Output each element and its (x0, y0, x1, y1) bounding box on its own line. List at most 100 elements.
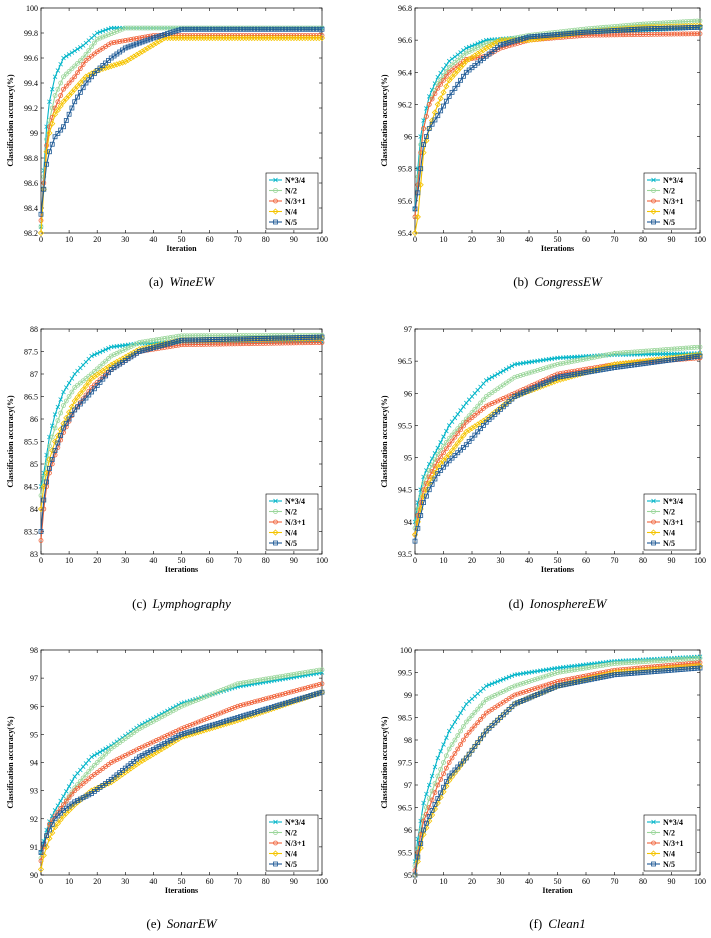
series-point (694, 353, 700, 359)
series-point (41, 497, 47, 503)
legend-entry: N/2 (647, 829, 675, 838)
series-point (577, 30, 583, 35)
series-point (663, 347, 669, 352)
series-point (509, 396, 515, 402)
series-point (52, 813, 58, 819)
series-point (288, 26, 294, 32)
series-point (480, 423, 486, 428)
series-point (478, 400, 483, 406)
series-point (221, 709, 227, 715)
series-point (666, 357, 672, 363)
series-point (458, 408, 463, 413)
series-point (617, 671, 623, 677)
series-point (523, 371, 529, 377)
legend-marker (273, 498, 278, 504)
series-point (283, 26, 288, 32)
series-point (455, 426, 461, 432)
series-point (526, 387, 532, 393)
series-point (449, 438, 455, 444)
x-tick-label: 60 (206, 235, 214, 244)
series-point (94, 36, 100, 42)
series-point (77, 783, 83, 789)
series-point (575, 371, 580, 377)
series-point (61, 389, 66, 395)
series-point (412, 214, 418, 220)
series-point (69, 105, 75, 111)
series-point (269, 694, 274, 700)
series-point (86, 48, 92, 53)
series-N/5 (412, 665, 703, 878)
series-point (460, 61, 467, 68)
series-point (210, 713, 215, 719)
series-point (452, 737, 458, 743)
x-tick-label: 50 (178, 556, 186, 565)
series-point (592, 29, 597, 35)
series-point (580, 370, 586, 376)
series-point (654, 31, 660, 37)
series-point (319, 334, 325, 340)
series-point (643, 26, 649, 32)
series-point (689, 25, 694, 30)
series-point (671, 667, 677, 673)
series-point (72, 48, 78, 54)
series-point (318, 34, 326, 42)
series-point (515, 682, 520, 688)
series-point (634, 659, 640, 665)
series-point (89, 754, 94, 760)
series-point (89, 385, 94, 390)
series-point (435, 782, 441, 788)
y-tick-label: 94 (404, 518, 412, 527)
series-point (671, 25, 677, 31)
series-point (240, 680, 246, 686)
series-point (480, 700, 486, 706)
series-point (441, 464, 446, 470)
series-point (83, 772, 89, 778)
series-point (226, 717, 232, 723)
legend-entry: N/4 (269, 529, 297, 538)
panel-caption: (d) IonosphereEW (509, 596, 608, 611)
series-point (643, 32, 649, 37)
series-point (457, 64, 464, 71)
series-point (572, 30, 577, 36)
series-point (549, 363, 555, 369)
series-point (506, 686, 512, 692)
series-point (649, 658, 654, 664)
series-point (277, 333, 283, 338)
series-point (274, 333, 280, 338)
series-point (148, 36, 153, 42)
series-point (441, 771, 446, 777)
legend-entry: N/3+1 (269, 839, 306, 848)
series-point (139, 744, 145, 750)
y-tick-label: 97 (404, 781, 412, 790)
series-point (569, 359, 575, 365)
series-point (176, 727, 182, 733)
series-point (418, 493, 424, 499)
series-point (483, 378, 489, 383)
y-tick-label: 96.2 (398, 100, 412, 109)
series-point (204, 26, 210, 32)
series-point (506, 365, 512, 370)
series-point (49, 821, 55, 827)
series-point (583, 677, 589, 683)
series-point (463, 755, 469, 761)
series-point (89, 74, 94, 80)
series-point (184, 724, 190, 729)
series-point (232, 704, 238, 710)
series-point (443, 98, 449, 104)
series-point (503, 394, 509, 400)
series-point (689, 345, 694, 351)
series-point (311, 668, 316, 674)
series-point (697, 344, 703, 350)
legend-entry: N*3/4 (269, 497, 305, 506)
series-point (66, 795, 72, 801)
legend-marker (273, 540, 278, 546)
series-point (51, 111, 59, 118)
series-point (193, 727, 198, 733)
series-point (153, 738, 159, 743)
series-point (165, 25, 170, 31)
x-tick-label: 0 (413, 877, 417, 886)
series-point (120, 754, 125, 760)
legend-label: N/2 (663, 508, 675, 517)
series-point (586, 665, 592, 670)
